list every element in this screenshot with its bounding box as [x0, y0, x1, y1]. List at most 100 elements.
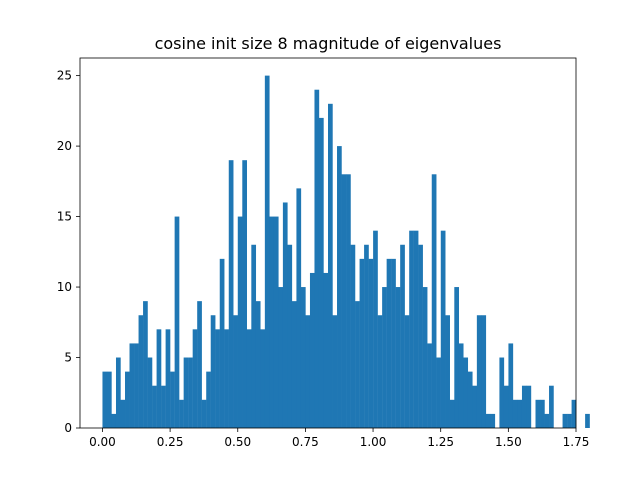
histogram-bar: [436, 357, 441, 428]
histogram-bar: [328, 103, 333, 428]
histogram-bar: [571, 399, 577, 428]
x-tick-label: 1.25: [427, 435, 454, 449]
histogram-bar: [106, 371, 112, 428]
histogram-bar: [201, 399, 207, 428]
histogram-bar: [409, 230, 414, 428]
histogram-bar: [585, 413, 590, 428]
histogram-bar: [422, 287, 428, 428]
x-tick-label: 0.25: [157, 435, 184, 449]
histogram-bar: [296, 188, 302, 428]
histogram-bar: [206, 371, 211, 428]
bars-group: [102, 75, 590, 429]
histogram-bar: [350, 244, 356, 428]
plot-frame: [79, 57, 577, 429]
histogram-bar: [472, 385, 478, 428]
histogram-bar: [377, 315, 383, 428]
histogram-bar: [544, 413, 550, 428]
histogram-bar: [521, 385, 527, 428]
histogram-bar: [134, 343, 139, 428]
histogram-bar: [255, 301, 261, 428]
histogram-bar: [138, 315, 144, 428]
histogram-bar: [400, 244, 405, 428]
histogram-bar: [129, 343, 135, 428]
x-tick-label: 0.75: [292, 435, 319, 449]
histogram-bar: [192, 329, 198, 428]
histogram-bar: [228, 160, 234, 428]
histogram-bar: [418, 244, 423, 428]
x-tick-label: 1.75: [563, 435, 590, 449]
histogram-bar: [215, 329, 220, 428]
histogram-bar: [152, 385, 157, 428]
histogram-bar: [467, 371, 473, 428]
histogram-bar: [147, 357, 153, 428]
histogram-bar: [535, 399, 541, 428]
histogram-bar: [188, 357, 193, 428]
histogram-bar: [332, 315, 338, 428]
histogram-bar: [143, 301, 148, 428]
histogram-bar: [526, 385, 532, 428]
histogram-bar: [246, 329, 252, 428]
histogram-bar: [111, 413, 117, 428]
histogram-bar: [237, 216, 243, 428]
histogram-bar: [102, 371, 108, 428]
histogram-bar: [156, 329, 162, 428]
y-tick-label: 15: [57, 210, 72, 224]
histogram-bar: [278, 287, 284, 428]
histogram-bar: [368, 258, 374, 428]
histogram-bar: [337, 146, 342, 428]
histogram-bar: [512, 399, 518, 428]
histogram-bar: [165, 329, 171, 428]
histogram-bar: [314, 89, 320, 429]
y-tick-label: 5: [64, 351, 72, 365]
histogram-bar: [115, 357, 121, 428]
histogram-bar: [355, 301, 360, 428]
histogram-bar: [485, 413, 491, 428]
histogram-bar: [562, 413, 568, 428]
histogram-bar: [251, 244, 257, 428]
histogram-bar: [431, 174, 437, 428]
histogram-bar: [210, 315, 216, 428]
histogram-bar: [224, 329, 229, 428]
histogram-bar: [233, 315, 238, 428]
x-axis: 0.00 0.25 0.50 0.75 1.00 1.25 1.50 1.75: [89, 428, 589, 449]
histogram-bar: [161, 385, 166, 428]
histogram-bar: [364, 244, 369, 428]
histogram-bar: [373, 230, 378, 428]
histogram-bar: [503, 385, 509, 428]
histogram-bar: [445, 315, 450, 428]
histogram-bar: [549, 385, 554, 428]
x-tick-label: 1.00: [360, 435, 387, 449]
histogram-bar: [219, 258, 225, 428]
y-axis: 0 5 10 15 20 25: [57, 69, 80, 435]
histogram-bar: [287, 244, 293, 428]
histogram-bar: [282, 202, 288, 428]
histogram-bar: [179, 399, 184, 428]
histogram-bar: [413, 230, 419, 428]
histogram-bar: [273, 216, 279, 428]
histogram-bar: [309, 272, 315, 428]
histogram-bar: [323, 272, 329, 428]
histogram-bar: [481, 315, 487, 428]
histogram-bar: [508, 343, 514, 428]
histogram-bar: [341, 174, 347, 428]
histogram-bar: [427, 343, 432, 428]
histogram-bar: [291, 301, 297, 428]
x-tick-label: 1.50: [495, 435, 522, 449]
histogram-bar: [269, 216, 275, 428]
histogram-bar: [404, 315, 410, 428]
histogram-bar: [197, 301, 202, 428]
histogram-bar: [463, 357, 469, 428]
histogram-bar: [174, 216, 180, 428]
histogram-bar: [120, 399, 126, 428]
histogram-bar: [242, 160, 247, 428]
histogram-bar: [567, 413, 572, 428]
y-tick-label: 0: [64, 421, 72, 435]
histogram-bar: [300, 287, 306, 428]
histogram-bar: [305, 315, 311, 428]
histogram-bar: [454, 287, 460, 428]
histogram-bar: [346, 174, 351, 428]
histogram-bar: [183, 357, 189, 428]
histogram-bar: [170, 371, 175, 428]
y-tick-label: 10: [57, 280, 72, 294]
